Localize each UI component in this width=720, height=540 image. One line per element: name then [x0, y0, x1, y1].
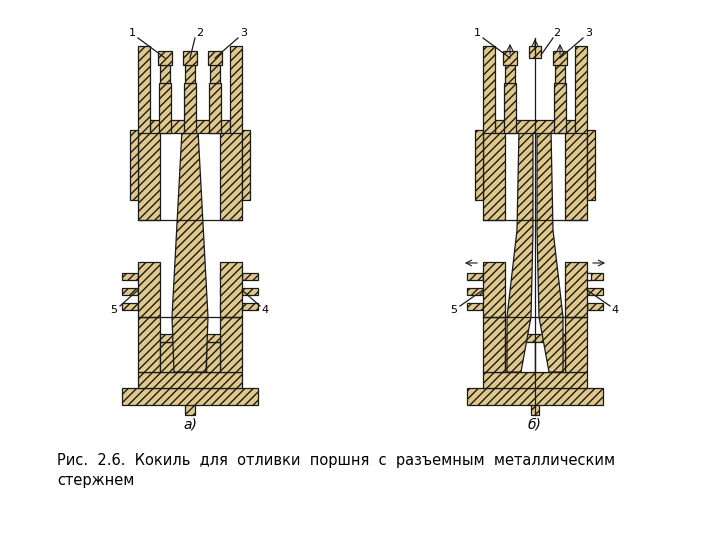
- Bar: [130, 130, 138, 200]
- Bar: [504, 83, 516, 133]
- Bar: [122, 388, 258, 405]
- Text: 3: 3: [585, 28, 593, 38]
- Bar: [467, 388, 603, 405]
- Bar: [242, 303, 258, 310]
- Bar: [475, 130, 483, 200]
- Bar: [575, 46, 587, 133]
- Bar: [505, 342, 517, 372]
- Polygon shape: [537, 130, 563, 372]
- Bar: [184, 83, 196, 133]
- Bar: [531, 395, 539, 415]
- Bar: [569, 303, 587, 310]
- Bar: [150, 120, 230, 133]
- Bar: [483, 288, 501, 295]
- Bar: [483, 262, 505, 317]
- Bar: [230, 46, 242, 133]
- Bar: [555, 65, 565, 83]
- Text: 4: 4: [611, 305, 618, 315]
- Bar: [587, 288, 603, 295]
- Bar: [467, 288, 483, 295]
- Text: б): б): [528, 418, 542, 432]
- Bar: [517, 342, 535, 372]
- Bar: [138, 288, 158, 295]
- Bar: [505, 334, 565, 342]
- Bar: [565, 317, 587, 372]
- Bar: [206, 342, 220, 372]
- Bar: [185, 65, 195, 83]
- Bar: [122, 288, 138, 295]
- Bar: [185, 395, 195, 415]
- Bar: [209, 83, 221, 133]
- Bar: [183, 51, 197, 65]
- Bar: [160, 65, 170, 83]
- Text: а): а): [183, 418, 197, 432]
- Text: 5: 5: [110, 305, 117, 315]
- Bar: [483, 130, 505, 220]
- Bar: [529, 46, 541, 58]
- Bar: [587, 303, 603, 310]
- Text: 4: 4: [261, 305, 269, 315]
- Bar: [122, 303, 138, 310]
- Bar: [138, 46, 150, 133]
- Text: 5: 5: [451, 305, 457, 315]
- Bar: [138, 130, 160, 220]
- Bar: [220, 130, 242, 220]
- Text: 2: 2: [197, 28, 204, 38]
- Bar: [467, 303, 483, 310]
- Bar: [220, 317, 242, 372]
- Bar: [242, 288, 258, 295]
- Bar: [569, 273, 591, 280]
- Bar: [160, 342, 174, 372]
- Bar: [554, 83, 566, 133]
- Bar: [220, 273, 242, 280]
- Text: 2: 2: [554, 28, 561, 38]
- Bar: [483, 317, 505, 372]
- Bar: [138, 372, 242, 388]
- Bar: [495, 120, 575, 133]
- Bar: [220, 303, 242, 310]
- Bar: [467, 273, 483, 280]
- Bar: [503, 51, 517, 65]
- Bar: [505, 65, 515, 83]
- Bar: [220, 288, 242, 295]
- Polygon shape: [172, 130, 208, 372]
- Bar: [553, 51, 567, 65]
- Bar: [587, 273, 603, 280]
- Bar: [242, 130, 250, 200]
- Bar: [138, 262, 160, 317]
- Bar: [553, 342, 565, 372]
- Bar: [483, 372, 587, 388]
- Bar: [565, 130, 587, 220]
- Bar: [159, 83, 171, 133]
- Bar: [208, 51, 222, 65]
- Bar: [483, 303, 501, 310]
- Bar: [535, 342, 553, 372]
- Bar: [122, 273, 138, 280]
- Polygon shape: [507, 130, 533, 372]
- Text: 1: 1: [128, 28, 135, 38]
- Bar: [569, 288, 587, 295]
- Text: 3: 3: [240, 28, 248, 38]
- Bar: [138, 317, 160, 372]
- Bar: [220, 262, 242, 317]
- Bar: [483, 46, 495, 133]
- Bar: [160, 334, 220, 342]
- Text: 1: 1: [474, 28, 480, 38]
- Bar: [587, 130, 595, 200]
- Bar: [158, 51, 172, 65]
- Bar: [565, 262, 587, 317]
- Bar: [483, 273, 501, 280]
- Bar: [242, 273, 258, 280]
- Text: Рис.  2.6.  Кокиль  для  отливки  поршня  с  разъемным  металлическим: Рис. 2.6. Кокиль для отливки поршня с ра…: [57, 453, 615, 468]
- Bar: [138, 273, 158, 280]
- Text: стержнем: стержнем: [57, 472, 135, 488]
- Bar: [174, 334, 206, 372]
- Bar: [138, 303, 158, 310]
- Bar: [210, 65, 220, 83]
